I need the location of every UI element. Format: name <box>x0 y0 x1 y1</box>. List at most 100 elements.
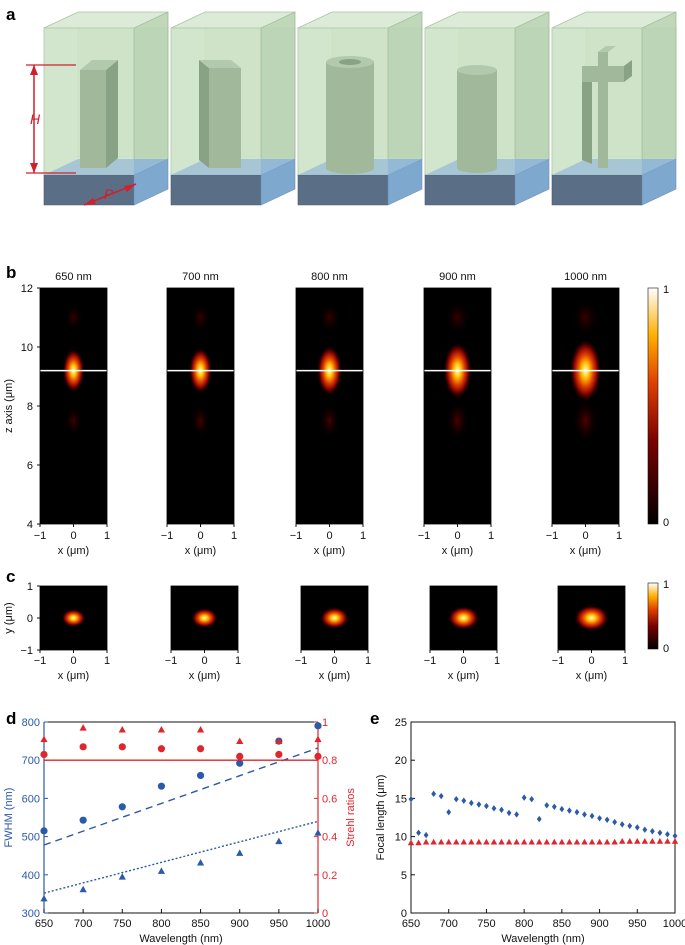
data-point <box>641 837 649 844</box>
x-tick-label: 900 <box>590 918 608 930</box>
x-tick-label: −1 <box>546 530 559 542</box>
x-tick-label: −1 <box>295 655 308 667</box>
data-point <box>475 838 483 845</box>
data-point <box>612 818 618 826</box>
panel-label-b: b <box>6 263 16 282</box>
data-point <box>79 724 87 731</box>
x-tick-label: 1000 <box>306 918 330 930</box>
x-tick-label: 900 <box>231 918 249 930</box>
y-tick-label: 4 <box>27 519 33 531</box>
data-point <box>196 745 205 753</box>
glass-overlay <box>44 28 134 175</box>
data-point <box>619 837 626 844</box>
y-tick-label: 20 <box>395 755 407 767</box>
dimension-annotations: H P <box>26 64 137 206</box>
data-point <box>626 837 633 844</box>
series-2 <box>43 747 319 846</box>
cell-top-face <box>551 11 677 29</box>
field-map-c-0: −1 0 1 x (μm) <box>34 585 110 682</box>
panel-label-e: e <box>370 709 379 728</box>
field-map-c-2: −1 0 1 x (μm) <box>295 585 371 682</box>
wavelength-title: 900 nm <box>439 271 476 283</box>
data-point <box>275 737 283 744</box>
x-tick-label: 0 <box>201 655 207 667</box>
substrate-front <box>551 174 643 206</box>
unit-cell-rectangular-pillar <box>43 11 169 206</box>
height-label: H <box>30 111 41 127</box>
x-tick-label: 800 <box>515 918 533 930</box>
y-axis-label: Focal length (μm) <box>375 775 387 861</box>
unit-cell-cylinder <box>424 11 550 206</box>
colorbar <box>647 287 659 525</box>
x-tick-label: 1 <box>104 655 110 667</box>
y-axis-label: FWHM (nm) <box>3 788 15 848</box>
x-axis-label: Wavelength (nm) <box>139 933 222 945</box>
side-lobe <box>318 301 341 334</box>
data-point <box>603 838 611 845</box>
field-map-b-2: 800 nm −1 0 1 x (μm) <box>290 271 366 557</box>
x-tick-label: 700 <box>440 918 458 930</box>
x-tick-label: 0 <box>326 530 332 542</box>
data-point <box>490 838 498 845</box>
data-point <box>491 805 497 812</box>
pillar-hole <box>339 59 361 65</box>
unit-cell-hollow-cylinder <box>297 11 423 206</box>
x-tick-label: 1 <box>494 655 500 667</box>
data-point <box>656 837 664 844</box>
x-tick-label: −1 <box>161 530 174 542</box>
data-point <box>551 803 557 811</box>
pillar-top <box>598 46 616 52</box>
x-tick-label: 750 <box>113 918 131 930</box>
field-map-c-3: −1 0 1 x (μm) <box>424 585 500 682</box>
y2-tick-label: 0 <box>322 908 328 920</box>
y2-tick-label: 1 <box>322 717 328 729</box>
cell-side-face <box>260 11 296 176</box>
y-tick-label: 12 <box>21 283 33 295</box>
cell-top-face <box>170 11 296 29</box>
side-lobe <box>190 302 211 333</box>
panel-label-d: d <box>6 709 16 728</box>
series-4 <box>40 724 322 744</box>
data-point <box>422 838 430 845</box>
data-point <box>657 829 663 836</box>
y2-tick-label: 0.8 <box>322 755 337 767</box>
data-point <box>484 802 489 810</box>
y-tick-label: 10 <box>21 342 33 354</box>
x-tick-label: −1 <box>424 655 437 667</box>
wavelength-title: 800 nm <box>311 271 348 283</box>
x-tick-label: 1000 <box>663 918 685 930</box>
plot-frame <box>410 721 676 914</box>
x-tick-label: 0 <box>588 655 594 667</box>
data-point <box>468 799 474 807</box>
x-tick-label: 0 <box>70 655 76 667</box>
data-point <box>453 795 459 803</box>
field-map-c-4: −1 0 1 x (μm) <box>552 585 628 682</box>
y-tick-label: 8 <box>27 401 33 413</box>
substrate-front <box>170 174 262 206</box>
data-point <box>514 811 519 818</box>
data-point <box>196 771 205 780</box>
field-map-b-3: 900 nm −1 0 1 x (μm) <box>418 271 494 557</box>
data-point <box>528 838 535 845</box>
cell-side-face <box>641 11 677 176</box>
pillar-top <box>199 60 241 68</box>
x-tick-label: 0 <box>197 530 203 542</box>
data-point <box>505 838 513 845</box>
series-3 <box>43 820 319 894</box>
data-point <box>513 838 520 845</box>
x-tick-label: 950 <box>628 918 646 930</box>
data-point <box>619 821 625 828</box>
series-1 <box>407 837 679 846</box>
y2-axis-label: Strehl ratios <box>345 788 357 847</box>
colorbar-min: 0 <box>663 517 669 529</box>
wavelength-title: 1000 nm <box>564 271 607 283</box>
data-point <box>236 759 244 767</box>
glass-overlay <box>171 28 261 175</box>
data-point <box>157 782 166 790</box>
x-tick-label: −1 <box>418 530 431 542</box>
data-point <box>196 858 205 866</box>
wavelength-title: 650 nm <box>55 271 92 283</box>
x-tick-label: 1 <box>235 655 241 667</box>
data-point <box>438 792 444 800</box>
